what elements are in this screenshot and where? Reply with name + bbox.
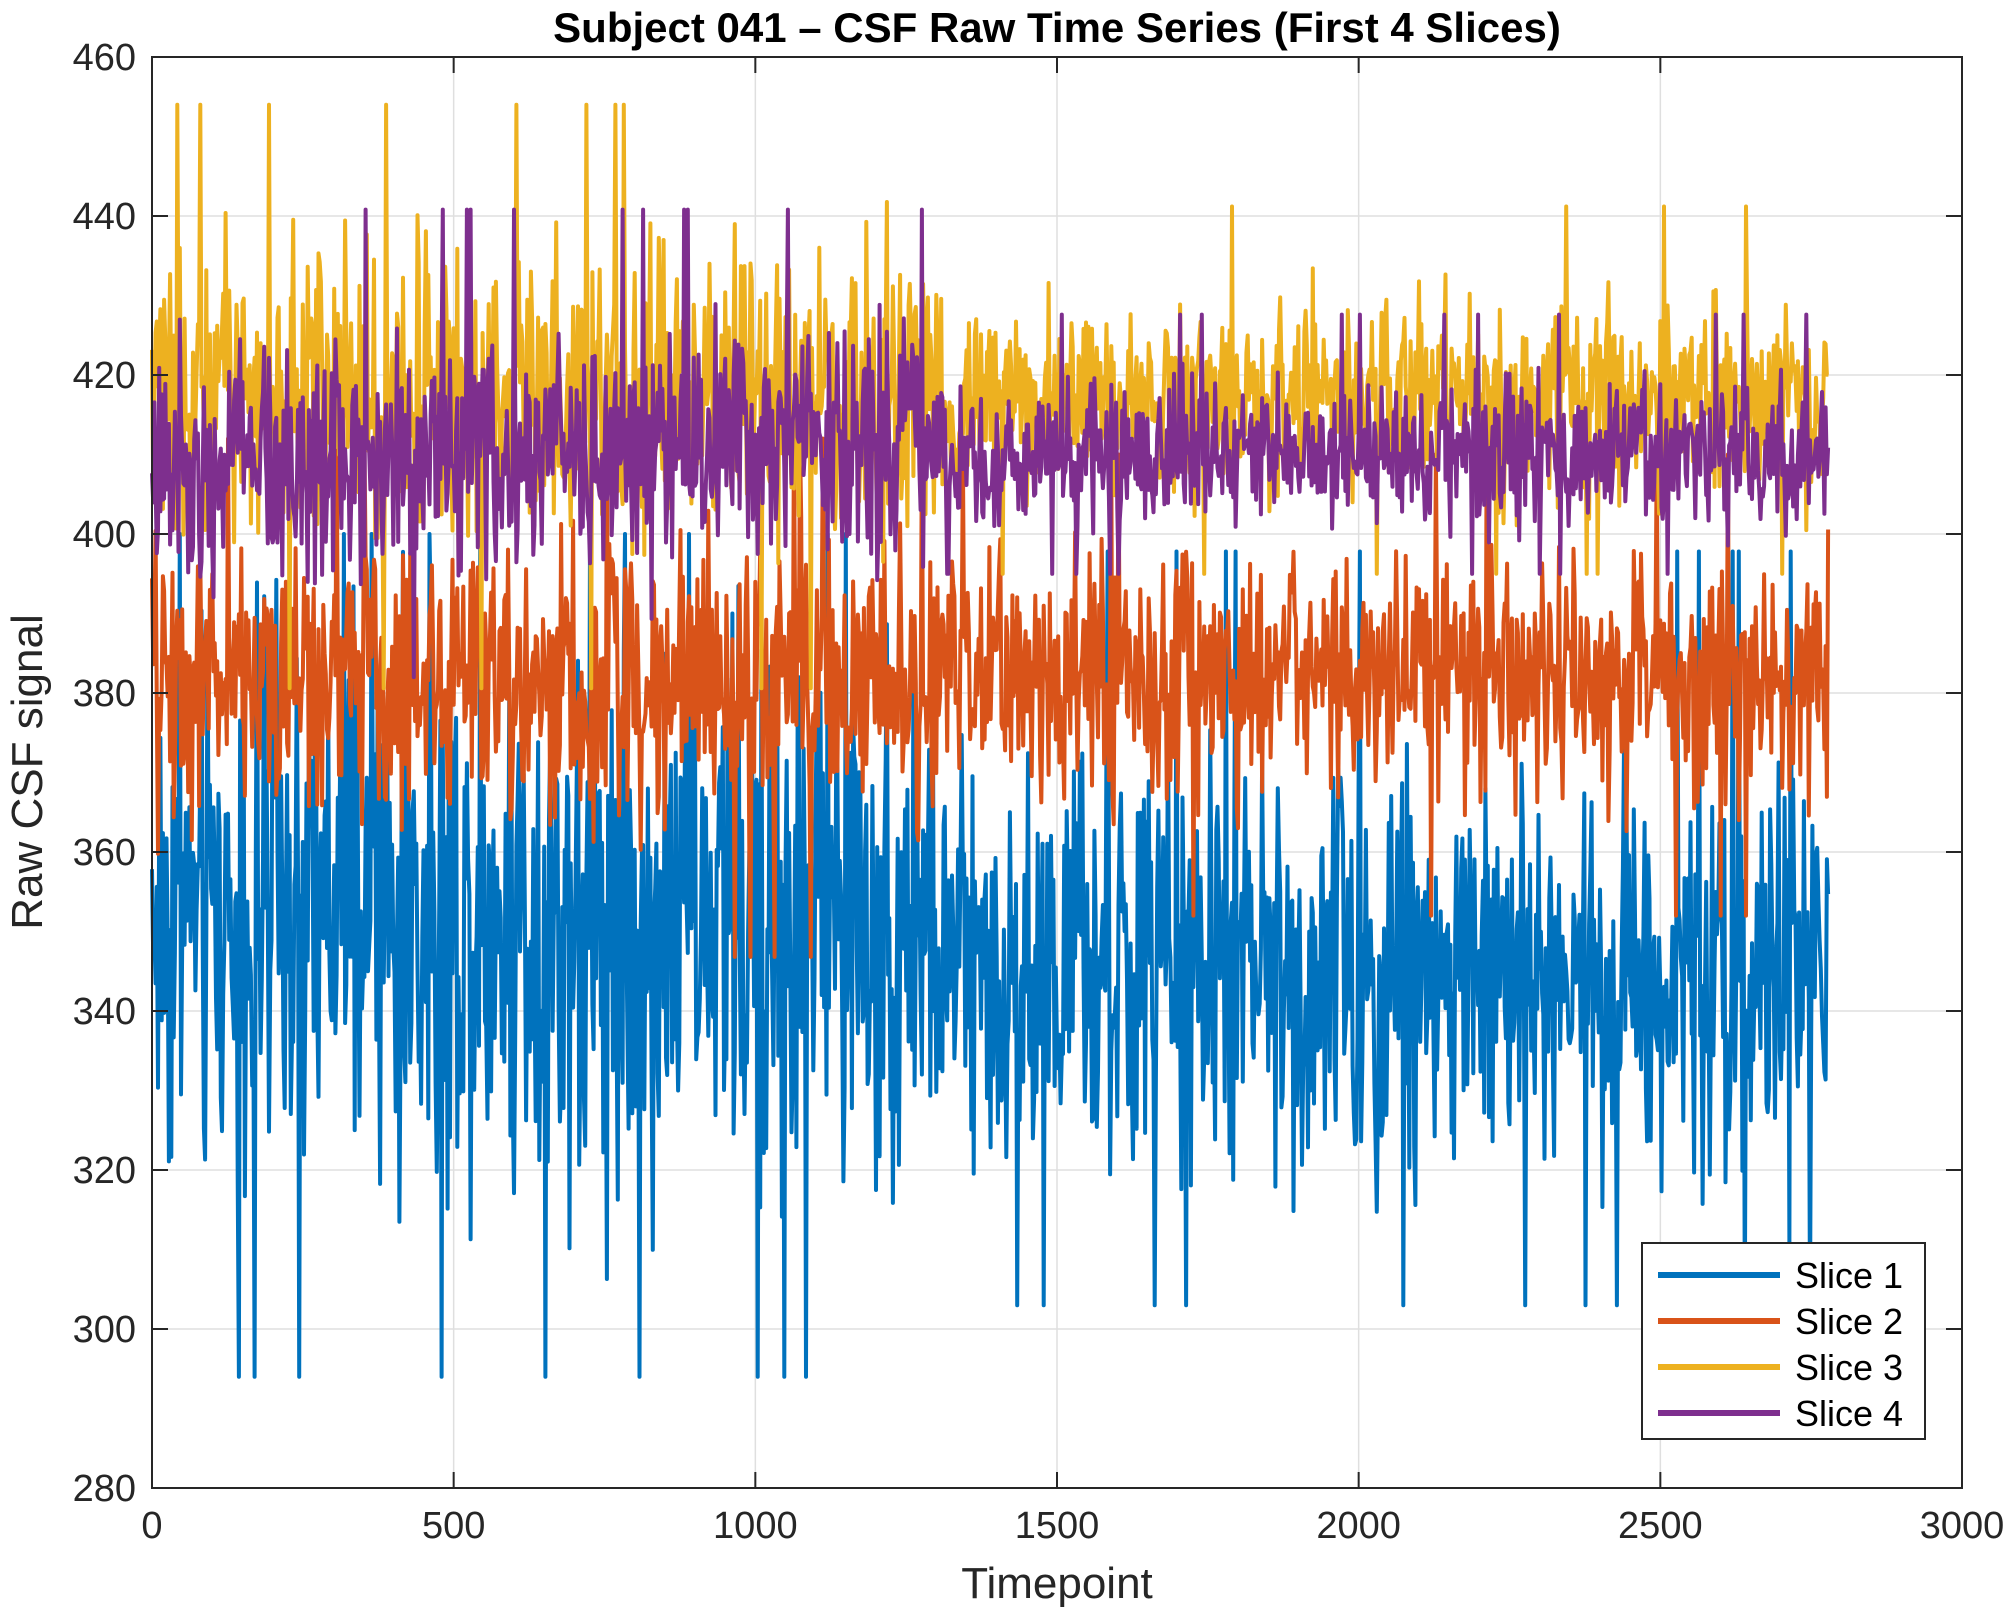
y-tick-label: 400	[73, 514, 136, 556]
y-tick-label: 340	[73, 991, 136, 1033]
y-tick-label: 440	[73, 196, 136, 238]
x-tick-label: 2000	[1316, 1505, 1401, 1547]
x-tick-label: 1000	[713, 1505, 798, 1547]
x-axis-label: Timepoint	[961, 1559, 1153, 1608]
legend-item-slice-4: Slice 4	[1658, 1393, 1903, 1434]
y-tick-label: 460	[73, 37, 136, 79]
y-tick-label: 320	[73, 1150, 136, 1192]
x-tick-label: 1500	[1015, 1505, 1100, 1547]
x-tick-label: 500	[422, 1505, 485, 1547]
y-tick-label: 420	[73, 355, 136, 397]
legend-label: Slice 2	[1795, 1301, 1903, 1342]
series-line-slice-2	[150, 436, 1831, 959]
legend-item-slice-3: Slice 3	[1658, 1347, 1903, 1388]
chart-title: Subject 041 – CSF Raw Time Series (First…	[553, 4, 1561, 51]
legend-item-slice-1: Slice 1	[1658, 1255, 1903, 1296]
legend-label: Slice 4	[1795, 1393, 1903, 1434]
legend-label: Slice 1	[1795, 1255, 1903, 1296]
series-line-slice-4	[150, 207, 1831, 680]
series-layer	[150, 102, 1831, 1379]
legend: Slice 1 Slice 2 Slice 3 Slice 4	[1641, 1242, 1926, 1440]
y-axis-label: Raw CSF signal	[3, 614, 52, 929]
y-tick-label: 360	[73, 832, 136, 874]
legend-item-slice-2: Slice 2	[1658, 1301, 1903, 1342]
y-tick-label: 380	[73, 673, 136, 715]
y-tick-label: 280	[73, 1468, 136, 1510]
y-tick-label: 300	[73, 1309, 136, 1351]
x-tick-label: 0	[141, 1505, 162, 1547]
legend-label: Slice 3	[1795, 1347, 1903, 1388]
tick-labels: 0 500 1000 1500 2000 2500 3000 280 300 320 340 360 3…	[73, 37, 2005, 1547]
ticks	[151, 56, 1963, 1489]
series-line-slice-1	[150, 532, 1831, 1379]
x-tick-label: 3000	[1920, 1505, 2005, 1547]
x-tick-label: 2500	[1618, 1505, 1703, 1547]
